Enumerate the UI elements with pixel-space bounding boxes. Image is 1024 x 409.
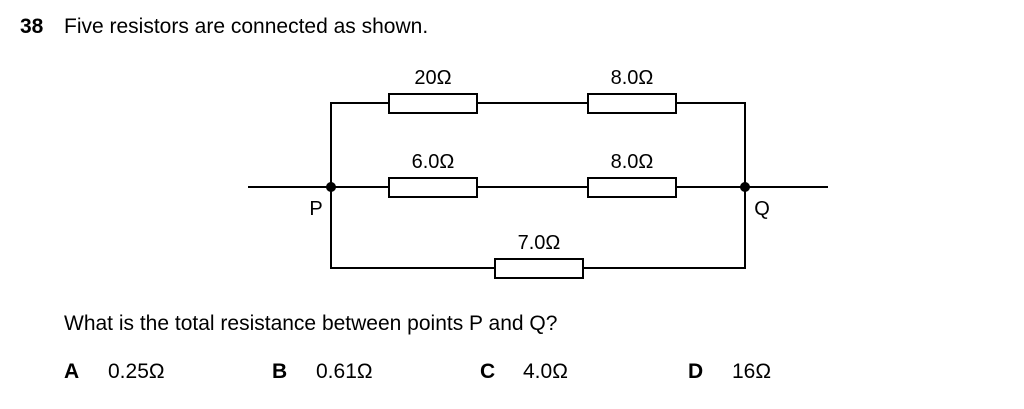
resistor-bottom: [494, 258, 584, 279]
junction-q: [740, 182, 750, 192]
resistor-top-left: [388, 93, 478, 114]
option-a-letter: A: [64, 360, 80, 383]
option-d-value: 16Ω: [732, 360, 772, 383]
resistor-label-bottom: 7.0Ω: [518, 232, 561, 254]
question-stem: Five resistors are connected as shown.: [64, 15, 429, 38]
wire-bottom-right: [583, 187, 746, 269]
question-prompt: What is the total resistance between poi…: [64, 312, 558, 335]
resistor-label-top-right: 8.0Ω: [611, 67, 654, 89]
circuit-wires: [248, 102, 828, 269]
point-p-label: P: [309, 198, 322, 220]
circuit-diagram: 20Ω 8.0Ω 6.0Ω 8.0Ω 7.0Ω P Q: [248, 67, 828, 279]
wire-top-left: [330, 102, 389, 187]
resistor-label-middle-right: 8.0Ω: [611, 151, 654, 173]
question-number: 38: [20, 15, 44, 38]
junction-p: [326, 182, 336, 192]
wire-bottom-left: [330, 187, 495, 269]
option-a-value: 0.25Ω: [108, 360, 165, 383]
resistor-middle-left: [388, 177, 478, 198]
resistor-middle-right: [587, 177, 677, 198]
option-c-letter: C: [480, 360, 496, 383]
option-d-letter: D: [688, 360, 704, 383]
wire-top-right: [676, 102, 746, 187]
resistor-label-middle-left: 6.0Ω: [412, 151, 455, 173]
resistor-top-right: [587, 93, 677, 114]
point-q-label: Q: [754, 198, 770, 220]
resistor-label-top-left: 20Ω: [414, 67, 451, 89]
option-b-letter: B: [272, 360, 288, 383]
option-b-value: 0.61Ω: [316, 360, 373, 383]
option-c-value: 4.0Ω: [523, 360, 568, 383]
